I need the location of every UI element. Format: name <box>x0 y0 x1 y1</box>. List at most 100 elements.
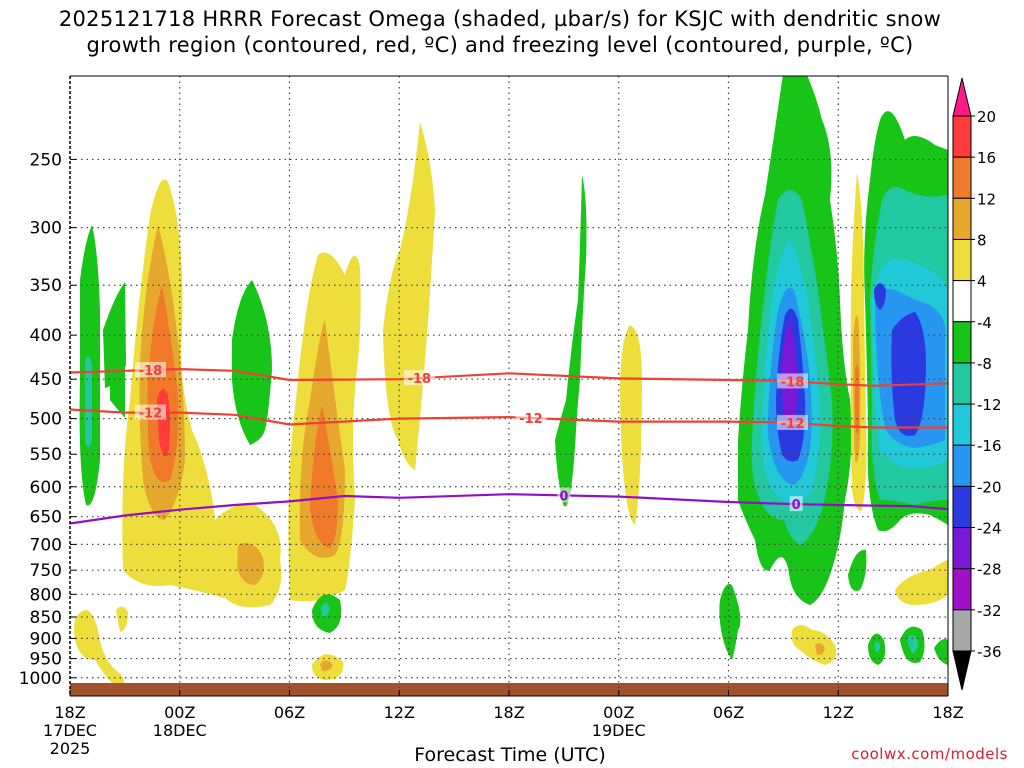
y-tick-label: 550 <box>30 445 62 465</box>
omega-region-orange <box>147 285 179 483</box>
y-tick-label: 700 <box>30 535 62 555</box>
contour-label: 0 <box>559 489 568 504</box>
colorbar-bottom-arrow <box>952 650 972 691</box>
omega-region-green <box>555 175 587 507</box>
contour-label-bg <box>777 414 809 430</box>
contour-line <box>69 408 948 429</box>
colorbar-swatch <box>952 197 972 240</box>
colorbar-swatch <box>952 280 972 323</box>
contour-label-bg <box>134 362 166 378</box>
y-tick-label: 400 <box>30 326 62 346</box>
colorbar-label: -8 <box>977 355 992 373</box>
x-tick-date-label: 19DEC <box>592 721 646 740</box>
colorbar-label: -4 <box>977 314 992 332</box>
y-tick-label: 1000 <box>19 669 62 689</box>
colorbar-label: -36 <box>977 643 1002 661</box>
colorbar-top-arrow <box>952 77 972 117</box>
colorbar-swatch <box>952 115 972 158</box>
omega-region-yellow <box>116 606 128 632</box>
contour-line <box>69 493 949 525</box>
y-tick-label: 750 <box>30 561 62 581</box>
y-tick-label: 950 <box>30 650 62 670</box>
y-tick-label: 850 <box>30 608 62 628</box>
x-tick-label: 18Z <box>493 703 524 722</box>
source-credit: coolwx.com/models <box>851 745 1008 763</box>
omega-region-gold <box>815 643 825 656</box>
colorbar-label: -28 <box>977 561 1002 579</box>
x-axis-label: Forecast Time (UTC) <box>414 744 606 766</box>
x-tick-label: 18Z <box>54 703 85 722</box>
omega-region-green <box>110 360 125 418</box>
colorbar-swatch <box>952 238 972 282</box>
colorbar-label: -32 <box>977 602 1002 620</box>
colorbar-swatch <box>952 156 972 199</box>
omega-region-teal <box>85 356 92 448</box>
colorbar-label: -24 <box>977 520 1002 538</box>
colorbar-label: 20 <box>977 108 996 126</box>
colorbar-label: -12 <box>977 396 1002 414</box>
colorbar-swatch <box>952 403 972 446</box>
omega-region-gold <box>237 542 264 585</box>
omega-region-yellow <box>791 625 837 665</box>
colorbar-label: 4 <box>977 273 987 291</box>
chart-axes: 2503003504004505005506006507007508008509… <box>19 75 964 758</box>
contour-label: 0 <box>792 498 801 513</box>
contour-label-bg <box>557 487 571 503</box>
temperature-contours: -18 -18 -18 -12 -12 -12 0 0 <box>69 362 949 525</box>
colorbar-swatch <box>952 609 972 652</box>
omega-region-teal <box>874 641 880 652</box>
colorbar-swatch <box>952 444 972 487</box>
y-tick-label: 650 <box>30 508 62 528</box>
omega-region-green <box>719 584 741 660</box>
x-tick-label: 06Z <box>274 703 305 722</box>
contour-label-bg <box>777 373 809 389</box>
omega-region-orange <box>855 363 859 434</box>
omega-region-teal <box>321 602 330 617</box>
omega-region-darkblue <box>874 283 886 310</box>
colorbar-swatch <box>952 485 972 529</box>
colorbar-label: -20 <box>977 478 1002 496</box>
x-tick-label: 18Z <box>932 703 963 722</box>
omega-shading <box>74 76 948 690</box>
y-tick-label: 600 <box>30 478 62 498</box>
contour-label-bg <box>403 370 435 386</box>
y-tick-label: 450 <box>30 370 62 390</box>
contour-label: -18 <box>139 364 163 379</box>
colorbar-swatch <box>952 527 972 570</box>
x-tick-label: 00Z <box>603 703 634 722</box>
omega-region-yellow <box>74 610 125 690</box>
omega-region-green <box>232 280 272 445</box>
x-tick-label: 12Z <box>384 703 415 722</box>
x-tick-year-label: 2025 <box>50 739 91 758</box>
y-tick-label: 350 <box>30 276 62 296</box>
x-tick-label: 12Z <box>823 703 854 722</box>
colorbar-swatch <box>952 321 972 364</box>
y-tick-label: 250 <box>30 150 62 170</box>
omega-region-teal <box>907 635 918 654</box>
y-tick-label: 800 <box>30 585 62 605</box>
omega-region-darkblue <box>891 312 926 436</box>
x-tick-date-label: 17DEC <box>43 721 97 740</box>
omega-region-orange <box>310 405 338 548</box>
colorbar-label: 8 <box>977 231 987 249</box>
colorbar-swatch <box>952 362 972 405</box>
contour-label-bg <box>134 404 166 420</box>
contour-label: -12 <box>519 412 543 427</box>
y-tick-label: 900 <box>30 629 62 649</box>
contour-label-bg <box>515 409 547 425</box>
colorbar-label: -16 <box>977 437 1002 455</box>
contour-label: -12 <box>781 417 805 432</box>
colorbar-label: 16 <box>977 149 996 167</box>
x-tick-label: 06Z <box>713 703 744 722</box>
contour-label: -12 <box>139 407 163 422</box>
colorbar-label: 12 <box>977 190 996 208</box>
x-tick-date-label: 18DEC <box>153 721 207 740</box>
contour-label: -18 <box>408 372 432 387</box>
x-tick-label: 00Z <box>164 703 195 722</box>
y-tick-label: 300 <box>30 219 62 239</box>
chart-title: 2025121718 HRRR Forecast Omega (shaded, … <box>58 7 942 57</box>
contour-label: -18 <box>781 375 805 390</box>
contour-line <box>69 367 949 387</box>
omega-region-gold <box>320 660 333 672</box>
